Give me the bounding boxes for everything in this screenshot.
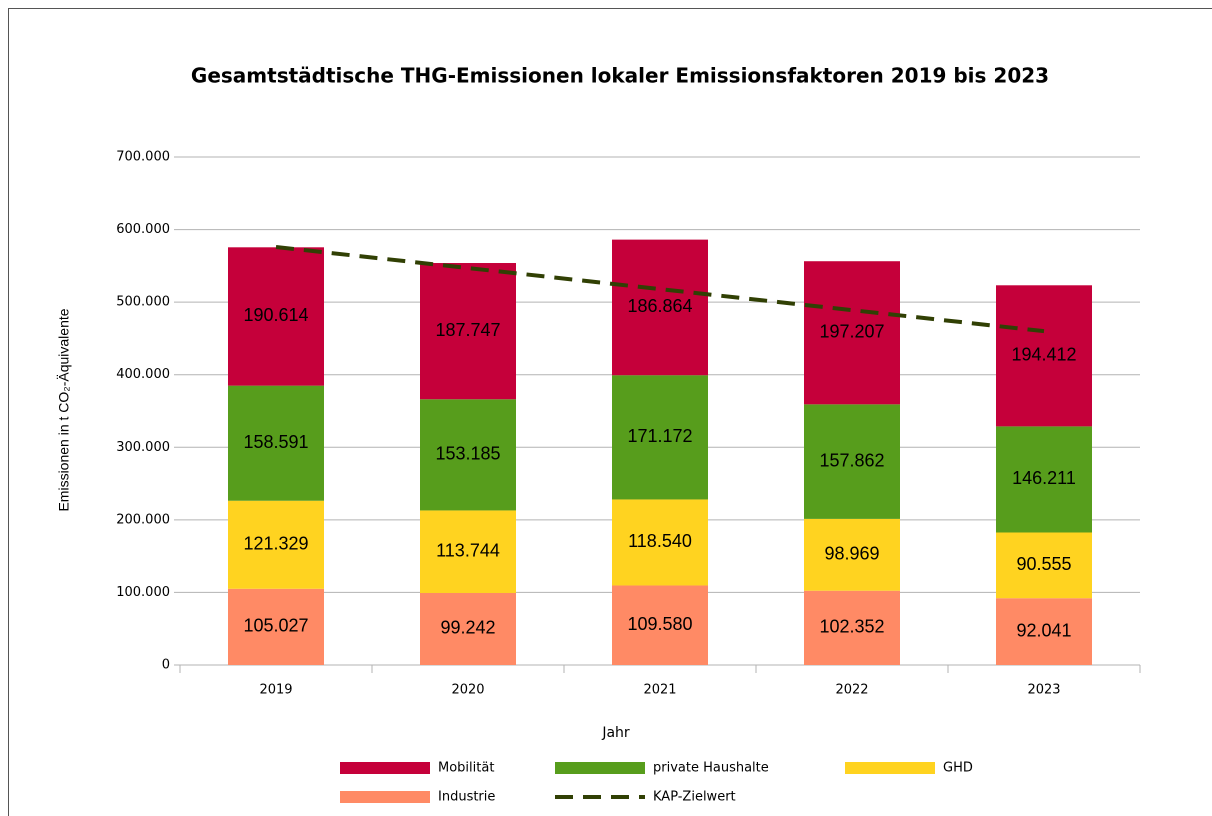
- bar-segment: [228, 247, 324, 386]
- chart-title: Gesamtstädtische THG-Emissionen lokaler …: [191, 64, 1049, 88]
- y-tick-label: 500.000: [116, 295, 170, 310]
- legend-swatch: [340, 762, 430, 774]
- y-tick-label: 0: [162, 658, 170, 673]
- x-tick-label: 2020: [451, 683, 484, 698]
- data-label: 186.864: [627, 296, 692, 316]
- y-tick-label: 600.000: [116, 222, 170, 237]
- data-label: 113.744: [436, 540, 500, 560]
- data-label: 118.540: [628, 531, 692, 551]
- bar-segment: [804, 404, 900, 519]
- bar-segment: [612, 585, 708, 665]
- bar-segment: [996, 426, 1092, 533]
- bar-segment: [420, 399, 516, 511]
- legend-label: Mobilität: [438, 761, 494, 776]
- legend-swatch: [845, 762, 935, 774]
- data-label: 190.614: [243, 305, 308, 325]
- bar-segment: [804, 261, 900, 405]
- x-tick-label: 2023: [1027, 683, 1060, 698]
- bar-segment: [804, 590, 900, 665]
- y-tick-label: 100.000: [116, 585, 170, 600]
- y-tick-label: 200.000: [116, 512, 170, 527]
- legend-label: KAP-Zielwert: [653, 790, 736, 805]
- x-axis-title: Jahr: [601, 725, 630, 741]
- bar-segment: [996, 285, 1092, 427]
- bar-segment: [228, 385, 324, 501]
- data-label: 121.329: [243, 534, 308, 554]
- bar-segment: [420, 592, 516, 665]
- data-label: 105.027: [243, 616, 308, 636]
- bar-segment: [996, 598, 1092, 665]
- legend-swatch: [340, 791, 430, 803]
- y-tick-label: 700.000: [116, 150, 170, 165]
- y-tick-label: 400.000: [116, 367, 170, 382]
- legend-label: GHD: [943, 761, 973, 776]
- y-axis-title: Emissionen in t CO₂-Äquivalente: [56, 308, 72, 511]
- data-label: 109.580: [627, 614, 692, 634]
- data-label: 197.207: [819, 322, 884, 342]
- bar-segment: [228, 588, 324, 665]
- x-tick-label: 2019: [259, 683, 292, 698]
- legend-swatch: [555, 762, 645, 774]
- data-label: 99.242: [440, 618, 495, 638]
- data-label: 98.969: [824, 544, 879, 564]
- bar-segment: [420, 263, 516, 400]
- bar-segment: [420, 510, 516, 593]
- bar-segment: [612, 239, 708, 376]
- bar-segment: [804, 518, 900, 591]
- bar-segment: [996, 532, 1092, 599]
- bar-segment: [612, 499, 708, 586]
- data-label: 153.185: [435, 444, 500, 464]
- target-line: [275, 245, 1045, 334]
- legend-label: private Haushalte: [653, 761, 769, 776]
- bar-segment: [228, 500, 324, 589]
- x-tick-label: 2022: [835, 683, 868, 698]
- data-label: 194.412: [1011, 345, 1076, 365]
- data-label: 146.211: [1012, 468, 1076, 488]
- legend-label: Industrie: [438, 790, 495, 805]
- data-label: 90.555: [1016, 554, 1071, 574]
- data-label: 171.172: [627, 426, 692, 446]
- data-label: 187.747: [435, 320, 500, 340]
- data-label: 102.352: [819, 617, 884, 637]
- data-label: 158.591: [243, 432, 308, 452]
- data-label: 157.862: [819, 450, 884, 470]
- data-label: 92.041: [1016, 620, 1071, 640]
- y-tick-label: 300.000: [116, 440, 170, 455]
- bar-segment: [612, 375, 708, 500]
- x-tick-label: 2021: [643, 683, 676, 698]
